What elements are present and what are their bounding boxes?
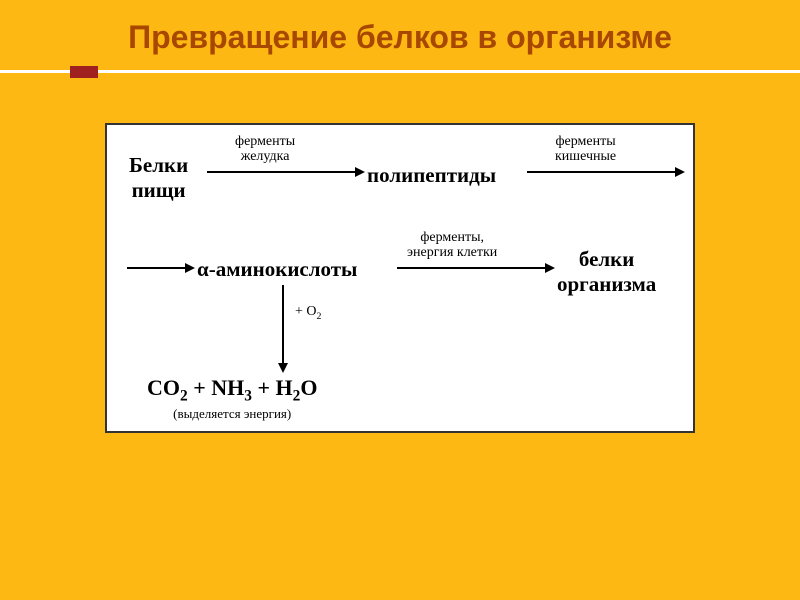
arrow-e5 bbox=[282, 285, 284, 365]
arrow-head-e4 bbox=[545, 263, 555, 273]
arrow-e4 bbox=[397, 267, 547, 269]
node-n1-line2: пищи bbox=[129, 178, 188, 203]
arrow-head-e3 bbox=[185, 263, 195, 273]
arrow-e1 bbox=[207, 171, 357, 173]
edge-label-e4: ферменты,энергия клетки bbox=[407, 231, 497, 260]
node-n4-line1: белки bbox=[557, 247, 656, 272]
node-n1-line1: Белки bbox=[129, 153, 188, 178]
node-n5-formula: CO2 + NH3 + H2O bbox=[147, 375, 317, 400]
edge-label-e1: ферментыжелудка bbox=[235, 135, 295, 164]
slide-title: Превращение белков в организме bbox=[40, 18, 760, 56]
node-n1: Белкипищи bbox=[129, 153, 188, 203]
node-n2-line1: полипептиды bbox=[367, 163, 496, 188]
diagram-panel: Белкипищи полипептиды α-аминокислоты белкио… bbox=[105, 123, 695, 433]
node-n3: α-аминокислоты bbox=[197, 257, 357, 282]
node-n4: белкиорганизма bbox=[557, 247, 656, 297]
edge-label-e2: ферментыкишечные bbox=[555, 135, 616, 164]
edge-label-e5: + O2 bbox=[295, 305, 321, 322]
node-n2: полипептиды bbox=[367, 163, 496, 188]
node-n3-line1: α-аминокислоты bbox=[197, 257, 357, 282]
arrow-head-e2 bbox=[675, 167, 685, 177]
arrow-e2 bbox=[527, 171, 677, 173]
node-n5-sub: (выделяется энергия) bbox=[147, 406, 317, 422]
node-n4-line2: организма bbox=[557, 272, 656, 297]
arrow-head-e5 bbox=[278, 363, 288, 373]
title-rule bbox=[0, 70, 800, 73]
arrow-head-e1 bbox=[355, 167, 365, 177]
node-n5: CO2 + NH3 + H2O (выделяется энергия) bbox=[147, 375, 317, 421]
arrow-e3 bbox=[127, 267, 187, 269]
